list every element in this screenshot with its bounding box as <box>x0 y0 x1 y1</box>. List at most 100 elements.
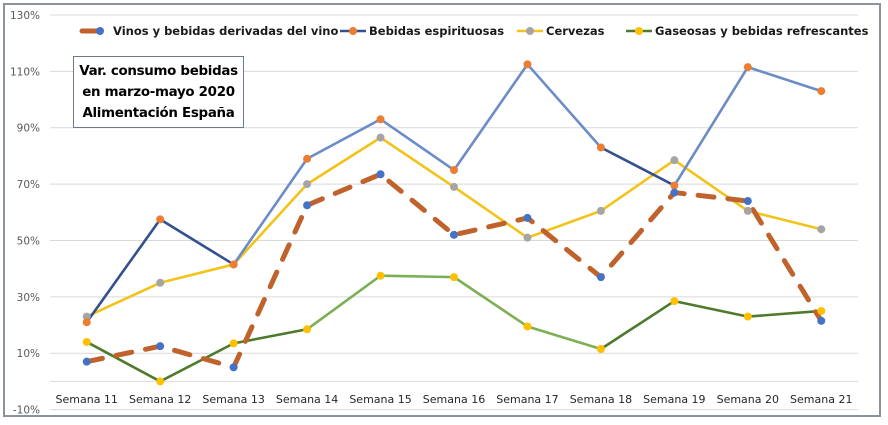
data-point-bebidas-espirituosas <box>596 143 605 152</box>
data-point-gaseosas-y-bebidas-refrescantes <box>82 337 91 346</box>
data-point-cervezas <box>523 233 532 242</box>
legend-item-cervezas: Cervezas <box>517 24 605 38</box>
data-point-vinos-y-bebidas-derivadas-del-vino <box>450 230 458 239</box>
legend-swatch-marker <box>635 27 643 35</box>
data-point-vinos-y-bebidas-derivadas-del-vino <box>376 170 385 179</box>
series-segment-bebidas-espirituosas <box>158 218 235 266</box>
series-segment-bebidas-espirituosas <box>305 117 382 161</box>
data-point-vinos-y-bebidas-derivadas-del-vino <box>523 213 532 222</box>
legend-item-vinos-y-bebidas-derivadas-del-vino: Vinos y bebidas derivadas del vino <box>79 24 338 38</box>
legend-label: Cervezas <box>546 24 605 38</box>
data-point-gaseosas-y-bebidas-refrescantes <box>303 325 312 334</box>
data-point-bebidas-espirituosas <box>817 87 826 96</box>
legend-swatch-marker <box>96 27 104 35</box>
y-tick-label: 90% <box>17 123 40 135</box>
data-point-cervezas <box>817 225 826 234</box>
series-segment-gaseosas-y-bebidas-refrescantes <box>673 299 750 318</box>
data-point-bebidas-espirituosas <box>229 260 238 269</box>
series-segment-cervezas <box>526 209 603 239</box>
y-tick-label: -10% <box>13 405 40 417</box>
data-point-gaseosas-y-bebidas-refrescantes <box>450 273 458 282</box>
series-segment-cervezas <box>452 185 529 239</box>
legend-label: Vinos y bebidas derivadas del vino <box>113 24 338 38</box>
series-segment-gaseosas-y-bebidas-refrescantes <box>379 274 456 279</box>
legend: Vinos y bebidas derivadas del vino Bebida… <box>79 24 869 38</box>
series-segment-gaseosas-y-bebidas-refrescantes <box>305 274 382 331</box>
data-point-bebidas-espirituosas <box>523 60 532 69</box>
x-tick-label: Semana 15 <box>349 393 411 406</box>
series-segment-cervezas <box>305 136 382 186</box>
x-tick-label: Semana 12 <box>129 393 191 406</box>
series-segment-gaseosas-y-bebidas-refrescantes <box>526 325 603 351</box>
series-segment-gaseosas-y-bebidas-refrescantes <box>452 275 529 328</box>
series-segment-gaseosas-y-bebidas-refrescantes <box>85 340 162 383</box>
x-axis-ticks: Semana 11 Semana 12 Semana 13 Semana 14 Sema… <box>56 393 853 406</box>
data-point-bebidas-espirituosas <box>670 181 679 190</box>
legend-swatch-marker <box>349 27 357 35</box>
series-segment-cervezas <box>232 182 309 266</box>
series-segment-cervezas <box>158 263 235 285</box>
chart-title-line-1: Var. consumo bebidas <box>79 63 238 79</box>
data-point-bebidas-espirituosas <box>156 215 165 224</box>
data-point-gaseosas-y-bebidas-refrescantes <box>596 345 605 354</box>
y-tick-label: 10% <box>17 348 40 360</box>
data-point-cervezas <box>82 312 91 321</box>
series-segment-bebidas-espirituosas <box>232 157 309 266</box>
y-tick-label: 50% <box>17 235 40 247</box>
series-line-vinos-y-bebidas-derivadas-del-vino <box>84 171 824 370</box>
x-tick-label: Semana 11 <box>56 393 118 406</box>
data-point-bebidas-espirituosas <box>743 63 752 72</box>
x-tick-label: Semana 14 <box>276 393 338 406</box>
data-point-cervezas <box>303 180 312 189</box>
x-tick-label: Semana 13 <box>202 393 264 406</box>
series-segment-bebidas-espirituosas <box>452 63 529 172</box>
data-point-vinos-y-bebidas-derivadas-del-vino <box>303 201 312 210</box>
y-tick-label: 30% <box>17 292 40 304</box>
x-tick-label: Semana 19 <box>643 393 705 406</box>
data-point-gaseosas-y-bebidas-refrescantes <box>376 271 385 280</box>
data-point-bebidas-espirituosas <box>376 115 385 124</box>
series-segment-gaseosas-y-bebidas-refrescantes <box>158 342 235 383</box>
data-point-bebidas-espirituosas <box>303 154 312 163</box>
legend-swatch-marker <box>526 27 534 35</box>
data-point-vinos-y-bebidas-derivadas-del-vino <box>229 363 238 372</box>
series-segment-cervezas <box>746 209 823 231</box>
legend-item-bebidas-espirituosas: Bebidas espirituosas <box>340 24 504 38</box>
series-segment-cervezas <box>379 136 456 189</box>
data-point-bebidas-espirituosas <box>82 318 91 327</box>
x-tick-label: Semana 16 <box>423 393 485 406</box>
chart-title-line-2: en marzo-mayo 2020 <box>82 84 235 100</box>
data-point-vinos-y-bebidas-derivadas-del-vino <box>596 273 605 282</box>
data-point-gaseosas-y-bebidas-refrescantes <box>670 297 679 306</box>
data-point-cervezas <box>450 182 458 191</box>
legend-label: Gaseosas y bebidas refrescantes <box>655 24 869 38</box>
x-tick-label: Semana 18 <box>570 393 632 406</box>
chart-title-box: Var. consumo bebidas en marzo-mayo 2020 … <box>73 56 244 128</box>
series-segment-cervezas <box>673 158 750 213</box>
data-point-cervezas <box>596 206 605 215</box>
data-point-gaseosas-y-bebidas-refrescantes <box>817 306 826 315</box>
data-point-bebidas-espirituosas <box>450 166 458 175</box>
data-point-gaseosas-y-bebidas-refrescantes <box>743 312 752 321</box>
series-segment-cervezas <box>85 281 162 318</box>
data-point-cervezas <box>670 156 679 165</box>
series-lines <box>84 63 824 383</box>
x-tick-label: Semana 20 <box>717 393 779 406</box>
chart-title-line-3: Alimentación España <box>82 105 235 121</box>
data-point-cervezas <box>376 133 385 142</box>
y-tick-label: 70% <box>17 179 40 191</box>
data-point-gaseosas-y-bebidas-refrescantes <box>156 377 165 386</box>
y-tick-label: 130% <box>10 10 40 22</box>
y-axis-ticks: -10% 10% 30% 50% 70% 90% 110% 130% <box>10 10 40 417</box>
series-segment-bebidas-espirituosas <box>673 65 750 187</box>
data-point-vinos-y-bebidas-derivadas-del-vino <box>82 357 91 366</box>
data-point-gaseosas-y-bebidas-refrescantes <box>229 339 238 348</box>
series-segment-bebidas-espirituosas <box>599 146 676 187</box>
series-segment-bebidas-espirituosas <box>85 218 162 324</box>
data-point-vinos-y-bebidas-derivadas-del-vino <box>670 188 679 197</box>
series-segment-bebidas-espirituosas <box>379 117 456 172</box>
series-markers <box>82 60 826 386</box>
data-point-cervezas <box>156 278 165 287</box>
legend-item-gaseosas-y-bebidas-refrescantes: Gaseosas y bebidas refrescantes <box>626 24 869 38</box>
series-segment-gaseosas-y-bebidas-refrescantes <box>599 299 676 351</box>
